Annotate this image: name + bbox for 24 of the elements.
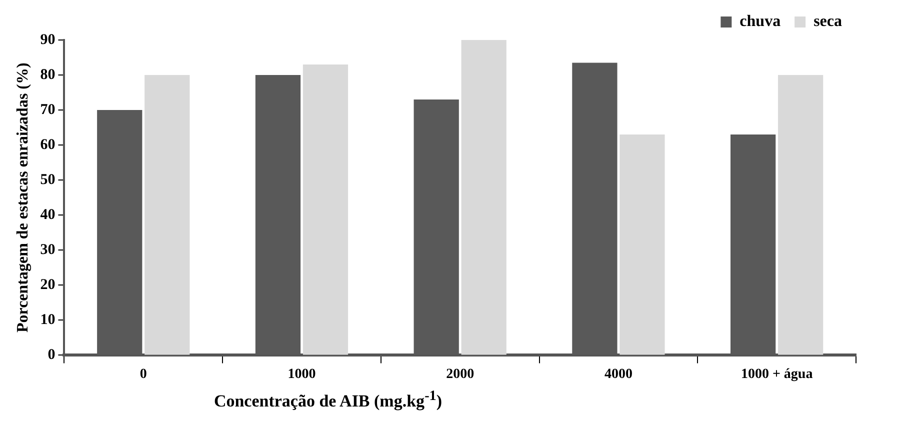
bar — [144, 75, 190, 355]
x-tick-label: 1000 — [288, 367, 316, 382]
x-tick-label: 1000 + água — [740, 367, 813, 382]
bar — [778, 75, 824, 355]
bar — [461, 40, 506, 355]
y-tick-label: 90 — [40, 32, 56, 48]
y-tick-label: 20 — [40, 277, 56, 294]
y-tick-label: 80 — [40, 66, 56, 83]
y-axis-title: Porcentagem de estacas enraizadas (%) — [14, 62, 32, 333]
y-tick-label: 70 — [40, 102, 56, 118]
bar — [620, 134, 665, 355]
y-tick-label: 0 — [48, 347, 56, 364]
legend-label: seca — [814, 13, 842, 30]
x-axis-title: Concentração de AIB (mg.kg$^{-1}$) — [214, 388, 442, 412]
bar — [302, 64, 348, 355]
x-tick-label: 0 — [140, 367, 147, 382]
y-tick-label: 60 — [40, 136, 56, 153]
y-tick-label: 10 — [40, 312, 56, 328]
y-tick-label: 30 — [40, 242, 56, 258]
x-tick-label: 4000 — [604, 367, 632, 382]
x-tick-label: 2000 — [446, 367, 474, 382]
y-tick-label: 40 — [40, 206, 56, 223]
y-tick-label: 50 — [40, 172, 56, 188]
legend-label: chuva — [740, 13, 781, 30]
